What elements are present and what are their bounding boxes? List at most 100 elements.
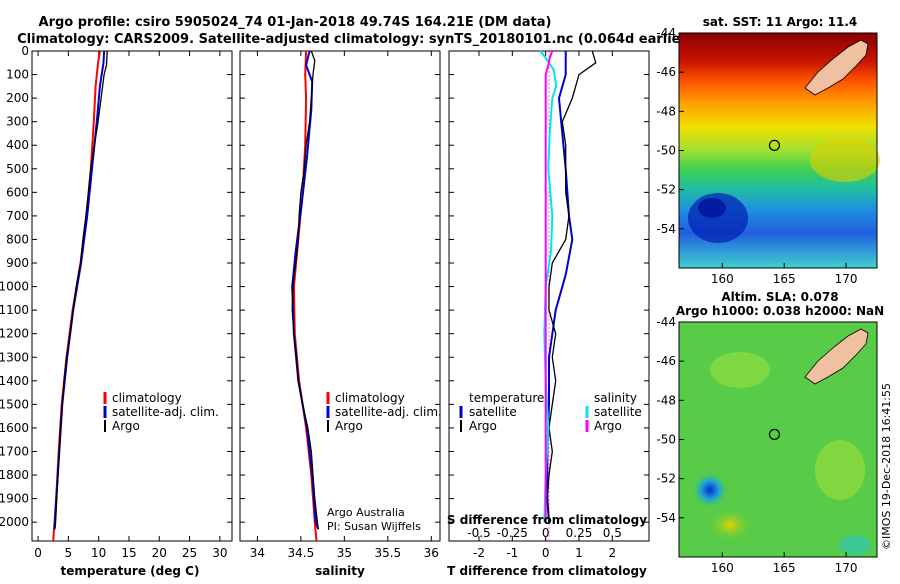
map-x-tick-label: 170 <box>835 561 858 575</box>
difference-xlabel: T difference from climatology <box>447 564 647 578</box>
sst-argo-marker <box>768 139 781 152</box>
map-y-tick-label: -50 <box>656 144 676 158</box>
legend-header-salinity: salinity <box>594 391 637 405</box>
difference-xlabel2: S difference from climatology <box>447 513 647 527</box>
title-line-1: Argo profile: csiro 5905024_74 01-Jan-20… <box>39 15 552 30</box>
legend-label-climatology: climatology <box>112 391 182 405</box>
sst-map-title: sat. SST: 11 Argo: 11.4 <box>703 15 857 29</box>
sst-map-frame <box>678 32 878 269</box>
series-line-salinity-satellite <box>539 50 558 523</box>
y-tick-label: 2000 <box>0 515 29 529</box>
legend-label-temp-argo: Argo <box>469 419 497 433</box>
map-x-tick-label: 170 <box>835 272 858 286</box>
map-y-tick-label: -50 <box>656 433 676 447</box>
series-line-argo <box>54 50 108 530</box>
x-tick-label: 20 <box>152 546 167 560</box>
y-tick-label: 1400 <box>0 374 29 388</box>
y-tick-label: 200 <box>6 91 29 105</box>
x-tick-label: 30 <box>212 546 227 560</box>
sla-argo-marker <box>768 428 781 441</box>
sla-patch <box>815 440 865 500</box>
y-tick-label: 800 <box>6 232 29 246</box>
annotation-argo-australia: Argo Australia <box>327 506 405 519</box>
annotation-pi: PI: Susan Wijffels <box>327 520 421 533</box>
y-tick-label: 1800 <box>0 468 29 482</box>
sla-map-title-2: Argo h1000: 0.038 h2000: NaN <box>676 304 884 318</box>
y-tick-label: 900 <box>6 256 29 270</box>
x-tick-label: 0 <box>34 546 42 560</box>
map-x-tick-label: 160 <box>711 272 734 286</box>
sla-map-title-1: Altim. SLA: 0.078 <box>721 290 838 304</box>
legend-label-satellite: satellite-adj. clim. <box>335 405 442 419</box>
temperature-xlabel: temperature (deg C) <box>61 564 200 578</box>
y-tick-label: 400 <box>6 138 29 152</box>
legend-label-argo: Argo <box>335 419 363 433</box>
map-x-tick-label: 160 <box>711 561 734 575</box>
series-line-salinity-argo <box>544 50 554 523</box>
map-y-tick-label: -48 <box>656 104 676 118</box>
salinity-plot-area <box>239 50 441 542</box>
y-tick-label: 1500 <box>0 397 29 411</box>
map-y-tick-label: -54 <box>656 511 676 525</box>
legend-header-temperature: temperature <box>469 391 544 405</box>
temperature-legend: climatology satellite-adj. clim. Argo <box>103 391 219 433</box>
x2-tick-label: 0.25 <box>566 526 593 540</box>
temperature-plot-area <box>31 50 233 542</box>
sst-land-newzealand <box>804 39 869 96</box>
map-y-tick-label: -52 <box>656 472 676 486</box>
series-line-temperature-argo <box>546 50 597 523</box>
x-tick-label: 5 <box>65 546 73 560</box>
sla-cyan-patch <box>839 535 871 555</box>
x-tick-label: 1 <box>575 546 583 560</box>
x2-tick-label: -0.25 <box>497 526 528 540</box>
x-tick-label: 35.5 <box>374 546 401 560</box>
map-y-tick-label: -46 <box>656 354 676 368</box>
series-line-argo <box>291 50 319 530</box>
map-y-tick-label: -44 <box>656 26 676 40</box>
sla-patch <box>710 352 770 388</box>
legend-label-climatology: climatology <box>335 391 405 405</box>
y-tick-label: 1300 <box>0 350 29 364</box>
x-tick-label: 0 <box>542 546 550 560</box>
y-tick-label: 700 <box>6 209 29 223</box>
legend-label-sal-argo: Argo <box>594 419 622 433</box>
salinity-legend: climatology satellite-adj. clim. Argo <box>326 391 442 433</box>
sst-map-panel: sat. SST: 11 Argo: 11.4 160 165 170 -44 -46 -… <box>656 15 880 286</box>
y-tick-label: 1200 <box>0 327 29 341</box>
y-tick-label: 600 <box>6 185 29 199</box>
y-tick-label: 300 <box>6 115 29 129</box>
y-tick-label: 1700 <box>0 444 29 458</box>
temperature-panel: 0 5 10 15 20 25 300100200300400500600700800900… <box>0 44 233 578</box>
title-line-2: Climatology: CARS2009. Satellite-adjuste… <box>17 32 693 47</box>
sla-map-panel: Altim. SLA: 0.078 Argo h1000: 0.038 h200… <box>656 290 884 575</box>
x-tick-label: -1 <box>506 546 518 560</box>
x-tick-label: -2 <box>473 546 485 560</box>
x-tick-label: 34 <box>250 546 265 560</box>
watermark: ©IMOS 19-Dec-2018 16:41:55 <box>880 383 893 550</box>
y-tick-label: 1100 <box>0 303 29 317</box>
map-x-tick-label: 165 <box>773 561 796 575</box>
map-y-tick-label: -54 <box>656 222 676 236</box>
x-tick-label: 2 <box>609 546 617 560</box>
legend-label-argo: Argo <box>112 419 140 433</box>
sla-land-newzealand <box>804 328 869 385</box>
x2-tick-label: 0 <box>542 526 550 540</box>
sst-warm-east <box>810 138 880 182</box>
y-tick-label: 1900 <box>0 492 29 506</box>
map-y-tick-label: -46 <box>656 65 676 79</box>
x-tick-label: 35 <box>337 546 352 560</box>
legend-label-temp-satellite: satellite <box>469 405 517 419</box>
x-tick-label: 15 <box>121 546 136 560</box>
difference-legend: temperature satellite Argo salinity sate… <box>459 391 642 433</box>
sla-low-patch <box>692 472 728 508</box>
x-tick-label: 36 <box>424 546 439 560</box>
y-tick-label: 500 <box>6 162 29 176</box>
legend-label-sal-satellite: satellite <box>594 405 642 419</box>
x2-tick-label: -0.5 <box>467 526 490 540</box>
salinity-panel: 34 34.5 35 35.5 36 salinity climatology sate… <box>239 50 442 578</box>
salinity-xlabel: salinity <box>315 564 365 578</box>
map-x-tick-label: 165 <box>773 272 796 286</box>
x2-tick-label: 0.5 <box>603 526 622 540</box>
y-tick-label: 0 <box>21 44 29 58</box>
